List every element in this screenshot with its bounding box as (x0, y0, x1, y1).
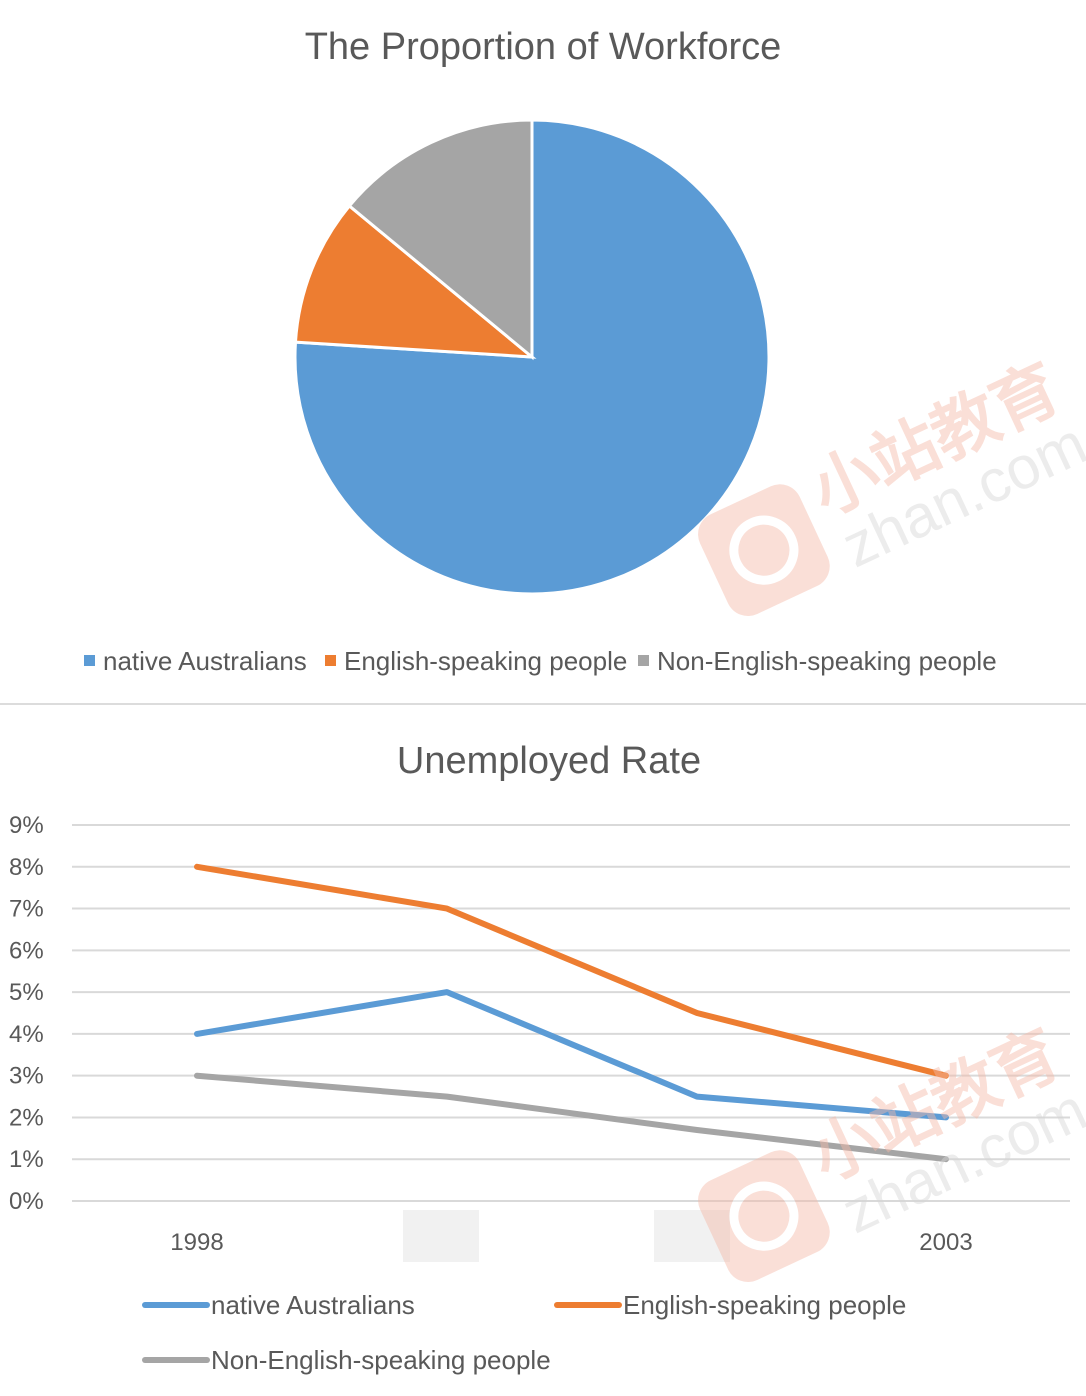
pie-chart-panel: The Proportion of Workforce native Austr… (84, 26, 1086, 676)
pie-legend-swatch-3 (638, 655, 649, 666)
watermark-logo-icon (698, 484, 830, 617)
y-tick-label: 3% (9, 1063, 44, 1090)
y-tick-label: 1% (9, 1146, 44, 1173)
watermark-logo-icon (698, 1150, 830, 1283)
y-tick-label: 8% (9, 854, 44, 881)
pie-legend-label-3: Non-English-speaking people (657, 646, 997, 676)
y-tick-label: 4% (9, 1021, 44, 1048)
chart-divider (0, 703, 1086, 705)
watermark-logo-mark (729, 1181, 799, 1251)
series-line-3 (194, 1072, 949, 1163)
line-legend-label-1: native Australians (211, 1290, 415, 1320)
y-tick-label: 7% (9, 896, 44, 923)
series-line-2 (194, 863, 949, 1079)
pie-legend-swatch-1 (84, 655, 95, 666)
pie-chart-title: The Proportion of Workforce (304, 26, 782, 68)
line-legend-label-3: Non-English-speaking people (211, 1345, 551, 1375)
line-chart-panel: Unemployed Rate 0% 1% 2% 3% 4% 5% 6% 7% 8% 9% 1998… (0, 706, 1086, 1396)
pie-legend-label-2: English-speaking people (344, 646, 627, 676)
y-tick-label: 9% (9, 812, 44, 839)
series-line-1 (194, 989, 949, 1121)
y-tick-label: 2% (9, 1104, 44, 1131)
pie-chart: native Australians English-speaking peopl… (84, 118, 1086, 676)
y-tick-label: 5% (9, 979, 44, 1006)
x-tick-blank-3 (654, 1210, 730, 1262)
line-legend-label-2: English-speaking people (623, 1290, 906, 1320)
y-tick-label: 0% (9, 1188, 44, 1215)
pie-slice-2 (293, 203, 537, 359)
x-tick-label: 1998 (170, 1229, 223, 1256)
line-chart: 0% 1% 2% 3% 4% 5% 6% 7% 8% 9% 1998 2003 native Austr… (9, 812, 1086, 1375)
x-tick-blank-2 (403, 1210, 479, 1262)
pie-legend-swatch-2 (325, 655, 336, 666)
pie-legend-label-1: native Australians (103, 646, 307, 676)
watermark-logo-mark (729, 515, 799, 585)
pie-slice-3 (347, 118, 534, 361)
y-tick-label: 6% (9, 937, 44, 964)
x-tick-label: 2003 (919, 1229, 972, 1256)
pie-slice-1 (293, 118, 771, 596)
line-chart-title: Unemployed Rate (396, 740, 702, 782)
